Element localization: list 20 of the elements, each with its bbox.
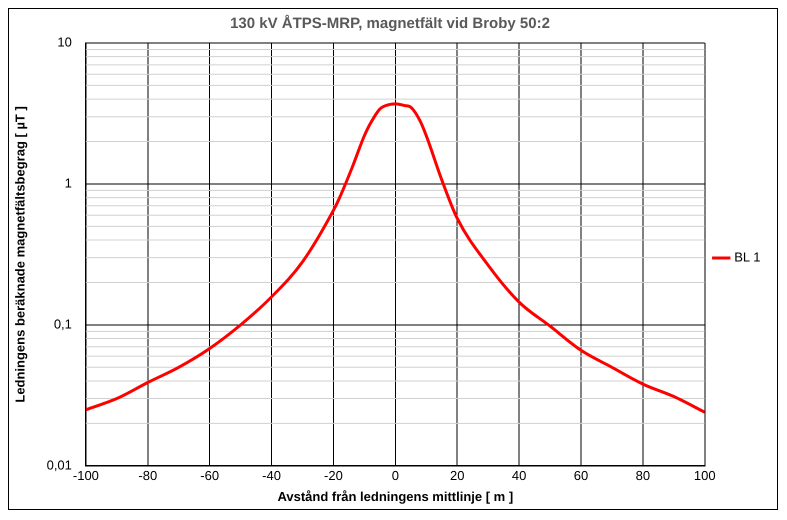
x-tick-label: -80 xyxy=(138,468,158,484)
line-series xyxy=(86,102,705,414)
x-tick-label: -60 xyxy=(200,468,220,484)
x-tick-label: 0 xyxy=(392,468,399,484)
y-tick-label: 10 xyxy=(57,34,72,50)
x-tick-label: -100 xyxy=(72,468,99,484)
y-tick-label: 0,01 xyxy=(46,457,72,472)
x-tick-label: 40 xyxy=(512,468,526,484)
x-tick-label: 80 xyxy=(636,468,650,484)
chart-title: 130 kV ÅTPS-MRP, magnetfält vid Broby 50:2 xyxy=(230,14,550,32)
x-tick-label: -40 xyxy=(262,468,281,484)
y-tick-label: 1 xyxy=(64,176,72,191)
x-axis-title: Avstånd från ledningens mittlinje [ m ] xyxy=(277,488,514,504)
x-tick-label: -20 xyxy=(324,468,343,484)
legend-label: BL 1 xyxy=(734,250,761,265)
x-tick-label: 20 xyxy=(450,468,464,484)
x-tick-label: 100 xyxy=(694,468,716,484)
x-tick-label: 60 xyxy=(574,468,588,484)
y-tick-label: 0,1 xyxy=(54,316,72,332)
y-axis-title: Ledningens beräknade magnetfältsbegrag [ µT ] xyxy=(12,106,28,403)
